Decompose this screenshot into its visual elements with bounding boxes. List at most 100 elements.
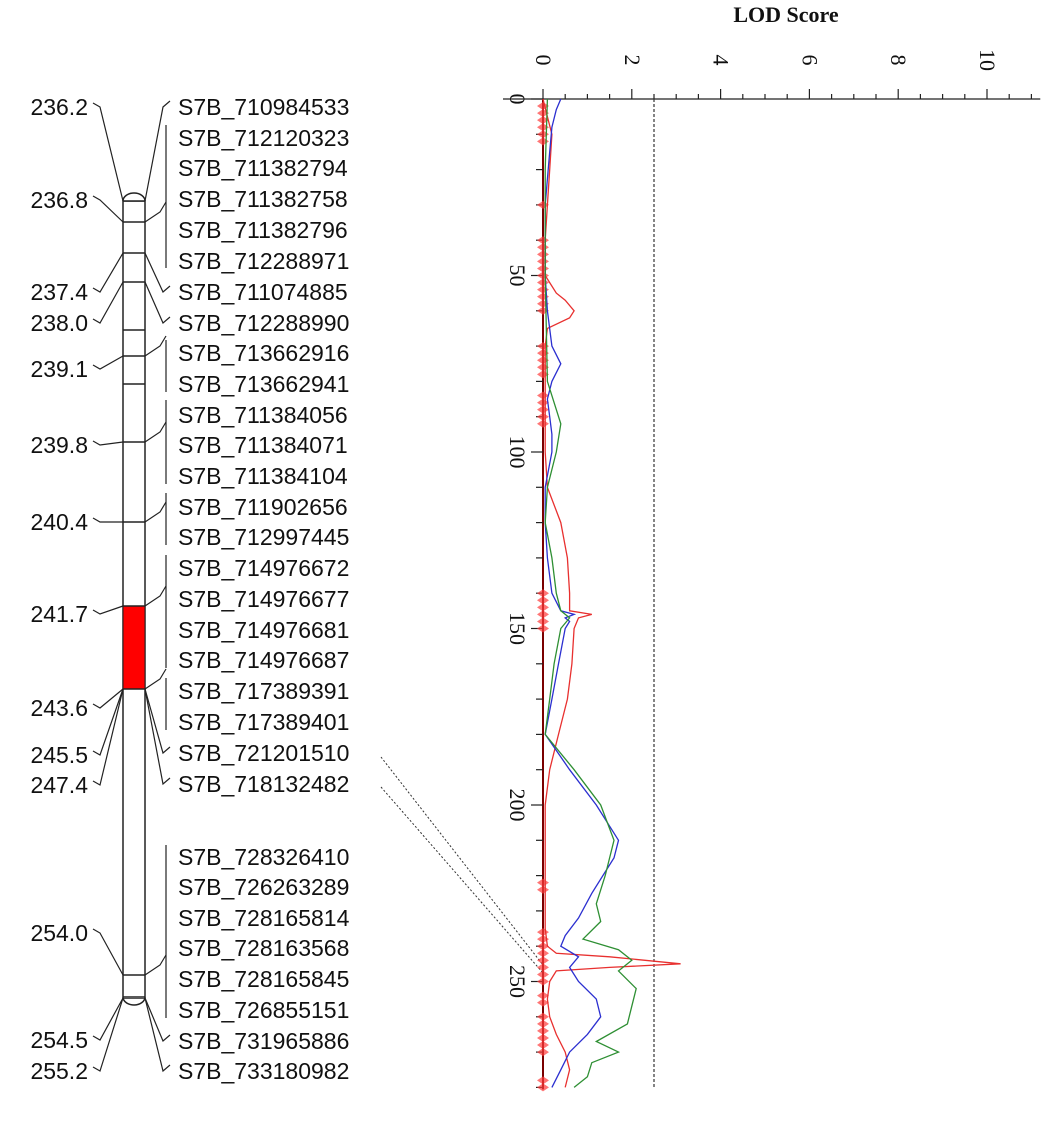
marker-label: S7B_726263289 — [178, 874, 349, 900]
position-label: 236.2 — [30, 94, 88, 120]
marker-label: S7B_721201510 — [178, 740, 349, 766]
y-tick-label: 150 — [505, 612, 530, 645]
marker-label: S7B_711382796 — [178, 217, 348, 243]
marker-position-tick — [537, 391, 549, 400]
marker-label: S7B_711384104 — [178, 463, 348, 489]
marker-position-tick — [537, 285, 549, 294]
marker-position-tick — [537, 236, 549, 245]
marker-position-tick — [537, 356, 549, 365]
marker-position-tick — [537, 977, 549, 986]
marker-label: S7B_714976687 — [178, 647, 349, 673]
marker-label: S7B_717389401 — [178, 709, 349, 735]
marker-position-tick — [537, 624, 549, 633]
marker-label: S7B_728163568 — [178, 935, 349, 961]
marker-position-tick — [537, 349, 549, 358]
x-tick-label: 6 — [797, 55, 822, 66]
position-label: 241.7 — [30, 601, 88, 627]
marker-position-tick — [537, 1026, 549, 1035]
marker-label: S7B_712288990 — [178, 310, 349, 336]
marker-position-tick — [537, 116, 549, 125]
x-tick-label: 10 — [975, 49, 1000, 71]
position-label: 247.4 — [30, 772, 88, 798]
position-connector — [92, 605, 124, 615]
marker-label: S7B_713662916 — [178, 340, 349, 366]
position-connector — [92, 252, 124, 293]
position-connector — [92, 688, 124, 756]
marker-connector — [144, 100, 171, 202]
marker-label: S7B_714976672 — [178, 555, 349, 581]
marker-position-tick — [537, 596, 549, 605]
lod-curve-blue-trait — [544, 98, 620, 1088]
marker-position-tick — [537, 250, 549, 259]
marker-label: S7B_711074885 — [178, 279, 348, 305]
chromosome-bottom-cap — [122, 996, 146, 1006]
marker-position-tick — [537, 243, 549, 252]
position-connector — [92, 517, 123, 523]
marker-position-tick — [537, 942, 549, 951]
marker-label: S7B_733180982 — [178, 1058, 349, 1084]
x-tick-label: 2 — [620, 55, 645, 66]
marker-label: S7B_710984533 — [178, 94, 349, 120]
position-label: 254.0 — [30, 920, 88, 946]
marker-label: S7B_711902656 — [178, 494, 348, 520]
marker-position-tick — [537, 1076, 549, 1085]
position-connector — [92, 688, 124, 786]
marker-label: S7B_717389391 — [178, 678, 349, 704]
marker-label: S7B_711382794 — [178, 155, 348, 181]
marker-position-tick — [537, 1041, 549, 1050]
marker-position-tick — [537, 257, 549, 266]
marker-group-connector — [144, 201, 167, 223]
marker-group-connector — [144, 954, 167, 976]
marker-group-connector — [144, 421, 167, 443]
position-label: 254.5 — [30, 1027, 88, 1053]
marker-label: S7B_718132482 — [178, 771, 349, 797]
marker-position-tick — [537, 991, 549, 1000]
marker-label: S7B_731965886 — [178, 1028, 349, 1054]
marker-label: S7B_711384071 — [178, 432, 348, 458]
lod-curve-green-trait — [544, 98, 637, 1088]
marker-position-tick — [537, 603, 549, 612]
marker-position-tick — [537, 610, 549, 619]
marker-connector — [144, 688, 171, 755]
linkage-map: 236.2 236.8 237.4 238.0 239.1 239.8 240.4 241.7… — [30, 94, 349, 1084]
position-connector — [92, 195, 124, 223]
position-connector — [92, 997, 124, 1072]
lod-curve-red-trait — [542, 98, 681, 1088]
marker-position-tick — [537, 589, 549, 598]
position-connector — [92, 102, 124, 202]
position-label: 239.1 — [30, 356, 88, 382]
marker-label: S7B_712120323 — [178, 125, 349, 151]
x-tick-label: 8 — [886, 55, 911, 66]
position-label: 245.5 — [30, 742, 88, 768]
position-connector — [92, 997, 124, 1041]
highlight-connector — [380, 786, 544, 974]
marker-connector — [144, 997, 171, 1073]
marker-label: S7B_728165845 — [178, 966, 349, 992]
marker-position-tick — [537, 412, 549, 421]
marker-group-connector — [144, 501, 167, 523]
marker-position-tick — [537, 949, 549, 958]
marker-label: S7B_711382758 — [178, 186, 348, 212]
position-label: 243.6 — [30, 695, 88, 721]
position-connector — [92, 355, 124, 370]
marker-connector — [144, 252, 171, 293]
marker-position-tick — [537, 1012, 549, 1021]
marker-label: S7B_711384056 — [178, 402, 348, 428]
marker-label: S7B_728165814 — [178, 905, 350, 931]
marker-label: S7B_712288971 — [178, 248, 349, 274]
marker-position-tick — [537, 130, 549, 139]
marker-position-tick — [537, 1019, 549, 1028]
marker-position-tick — [537, 998, 549, 1007]
position-connector — [92, 281, 124, 324]
marker-position-tick — [537, 398, 549, 407]
position-label: 236.8 — [30, 187, 88, 213]
y-tick-label: 250 — [505, 965, 530, 998]
marker-position-tick — [537, 970, 549, 979]
marker-connector — [144, 281, 171, 324]
marker-label: S7B_714976681 — [178, 617, 349, 643]
marker-label: S7B_726855151 — [178, 997, 349, 1023]
marker-position-tick — [537, 264, 549, 273]
marker-position-tick — [537, 956, 549, 965]
